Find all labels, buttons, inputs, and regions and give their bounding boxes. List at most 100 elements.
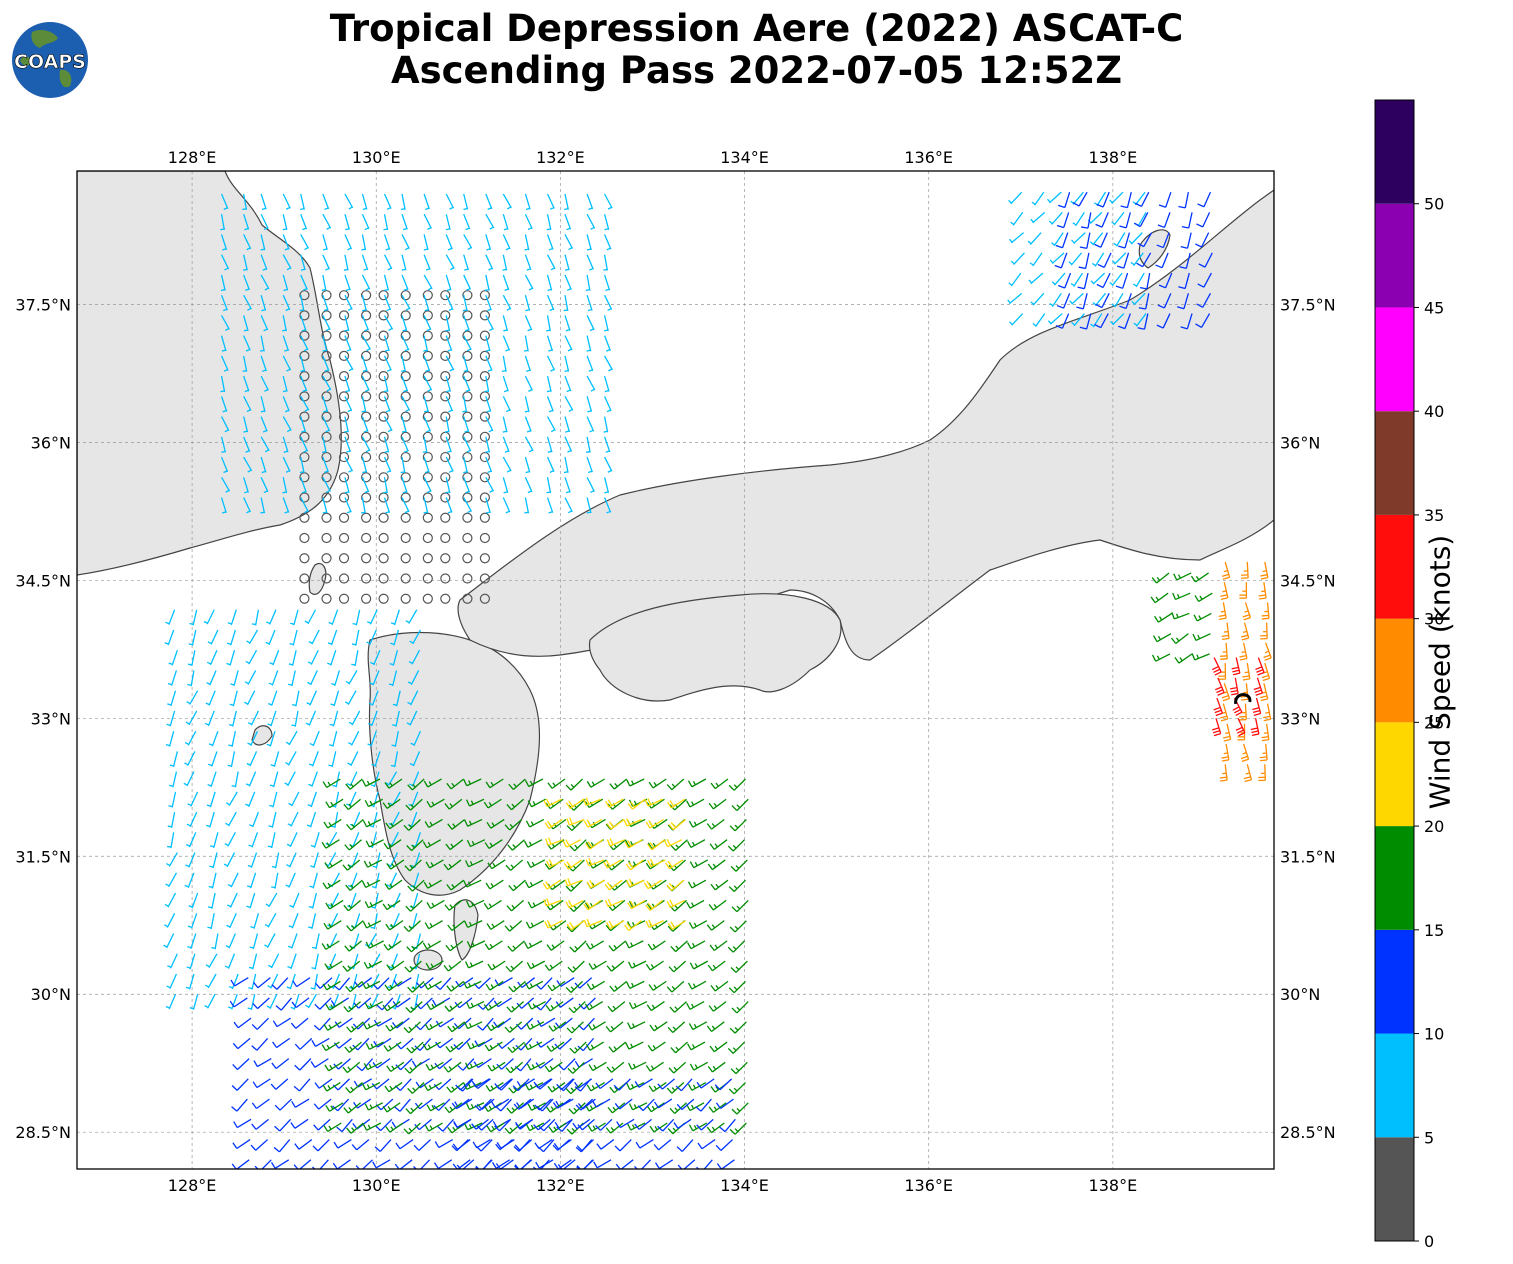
wind-barb	[243, 436, 251, 453]
wind-barb	[603, 497, 612, 514]
wind-barb	[163, 933, 175, 949]
wind-barb	[614, 1098, 633, 1110]
wind-barb	[603, 375, 610, 393]
wind-barb	[290, 609, 299, 626]
wind-barb-calm	[378, 371, 389, 382]
wind-barb	[206, 811, 215, 828]
wind-barb	[445, 355, 455, 372]
wind-barb	[537, 1017, 556, 1027]
wind-barb	[268, 670, 279, 686]
wind-barb	[583, 818, 603, 828]
wind-barb	[187, 650, 196, 667]
wind-barb-calm	[338, 290, 350, 301]
wind-barb	[687, 1041, 706, 1051]
wind-barb	[300, 375, 308, 393]
wind-barb	[1219, 764, 1228, 782]
wind-barb-calm	[479, 431, 491, 442]
wind-barb	[361, 335, 372, 352]
wind-barb	[1195, 313, 1211, 328]
wind-barb	[1027, 232, 1042, 245]
wind-barb	[471, 1078, 490, 1088]
wind-barb-calm	[479, 411, 491, 422]
wind-barb	[188, 629, 197, 646]
wind-barb	[246, 892, 256, 909]
wind-barb	[384, 980, 403, 992]
wind-barb	[288, 650, 297, 666]
wind-barb	[185, 710, 198, 726]
wind-barb	[553, 1159, 572, 1169]
wind-barb	[243, 234, 252, 251]
wind-barb	[383, 477, 388, 494]
wind-barb	[344, 839, 362, 851]
wind-barb	[416, 977, 434, 989]
wind-barb	[715, 1098, 734, 1110]
wind-barb	[582, 797, 602, 806]
wind-barb-calm	[361, 330, 372, 341]
wind-barb	[524, 193, 531, 211]
wind-barb	[244, 690, 256, 706]
wind-barb	[242, 254, 248, 271]
wind-barb-calm	[400, 532, 411, 544]
wind-barb	[287, 933, 298, 949]
wind-barb	[669, 1001, 687, 1013]
wind-barb	[527, 899, 546, 909]
wind-barb	[647, 858, 666, 868]
wind-barb	[249, 811, 259, 828]
wind-barb-calm	[400, 330, 411, 341]
wind-barb	[435, 1037, 454, 1049]
wind-barb	[282, 214, 288, 231]
wind-barb	[342, 960, 361, 972]
wind-barb	[444, 416, 450, 433]
wind-barb	[706, 1122, 725, 1134]
wind-barb	[186, 953, 196, 970]
wind-barb	[1028, 272, 1044, 285]
wind-barb	[730, 960, 748, 973]
wind-barb	[587, 1122, 606, 1132]
wind-barb-calm	[299, 553, 310, 564]
wind-barb	[271, 852, 280, 869]
wind-barb	[307, 670, 318, 686]
wind-barb	[423, 980, 442, 990]
wind-barb	[609, 778, 628, 790]
wind-barb	[314, 997, 332, 1010]
wind-barb	[252, 1078, 271, 1089]
wind-barb	[220, 396, 228, 413]
wind-barb	[1009, 313, 1024, 326]
wind-barb	[361, 456, 368, 474]
wind-barb	[286, 852, 297, 868]
wind-barb	[361, 396, 367, 413]
wind-barb	[167, 670, 178, 686]
wind-barb	[543, 898, 562, 907]
wind-barb	[453, 1118, 472, 1128]
wind-barb	[167, 953, 178, 969]
wind-barb	[586, 355, 594, 372]
wind-barb	[506, 1001, 524, 1013]
wind-barb	[728, 778, 746, 791]
wind-barb	[1191, 653, 1210, 661]
wind-barb	[246, 872, 257, 889]
wind-barb	[444, 899, 463, 911]
wind-barb	[586, 1081, 605, 1092]
wind-barb	[709, 1041, 728, 1053]
wind-barb	[592, 1098, 611, 1108]
wind-barb-calm	[462, 391, 473, 402]
wind-barb	[564, 878, 583, 887]
wind-barb-calm	[400, 492, 411, 503]
wind-barb	[383, 416, 393, 433]
wind-barb	[689, 960, 709, 970]
wind-barb	[207, 892, 216, 909]
wind-barb	[348, 730, 360, 746]
wind-barb	[371, 751, 381, 767]
wind-barb	[544, 1061, 563, 1073]
wind-barb	[525, 920, 545, 929]
wind-barb	[260, 416, 268, 433]
wind-barb	[668, 960, 687, 973]
wind-barb	[443, 1061, 462, 1073]
wind-barb	[1094, 313, 1109, 329]
wind-barb	[260, 477, 269, 494]
colorbar: 0 5 10 15 20 25 30 35 40 45 50	[1374, 99, 1444, 1251]
wind-barb	[604, 234, 612, 251]
wind-barb	[686, 798, 705, 808]
wind-barb	[1260, 561, 1269, 580]
wind-barb	[574, 1078, 592, 1092]
